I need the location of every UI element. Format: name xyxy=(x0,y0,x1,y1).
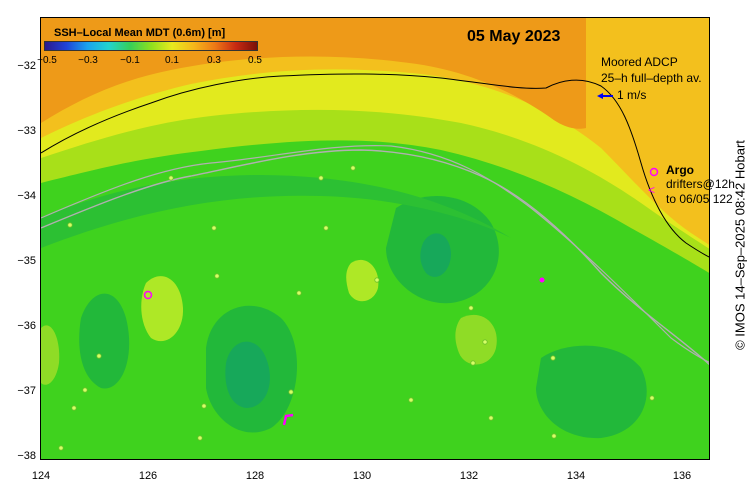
float-dot xyxy=(323,225,329,231)
colorbar-title: SSH–Local Mean MDT (0.6m) [m] xyxy=(54,27,226,39)
float-dots xyxy=(58,165,655,451)
drifters-legend-line2: to 06/05 122 xyxy=(666,192,733,206)
float-dot xyxy=(214,273,220,279)
eddy-north-band xyxy=(41,174,511,248)
colorbar-tick: −0.5 xyxy=(37,55,57,66)
drifter-point xyxy=(539,277,545,283)
float-dot xyxy=(468,305,474,311)
adcp-legend-line2: 25–h full–depth av. xyxy=(601,71,702,85)
argo-legend-marker xyxy=(649,167,659,177)
imos-credit: © IMOS 14–Sep–2025 08:42 Hobart xyxy=(732,140,748,350)
float-dot xyxy=(71,405,77,411)
y-tick-label: −33 xyxy=(17,125,36,137)
adcp-scale-arrow xyxy=(597,93,613,99)
float-dot xyxy=(168,175,174,181)
x-tick-label: 128 xyxy=(245,470,265,482)
argo-legend-label: Argo xyxy=(666,163,694,177)
coastline xyxy=(41,73,709,258)
high-west xyxy=(141,276,184,342)
bathymetry-contour xyxy=(41,149,709,366)
bathymetry-contour-2 xyxy=(41,145,709,363)
float-dot xyxy=(58,445,64,451)
x-tick-label: 130 xyxy=(352,470,372,482)
y-tick-label: −37 xyxy=(17,385,36,397)
drifters-legend-line1: drifters@12h xyxy=(666,177,735,191)
colorbar-tick: 0.5 xyxy=(248,55,262,66)
drifter-legend-marker: < xyxy=(648,183,655,197)
eddy-east-core xyxy=(420,233,451,277)
y-tick-label: −32 xyxy=(17,60,36,72)
y-tick-label: −35 xyxy=(17,255,36,267)
y-tick-label: −36 xyxy=(17,320,36,332)
map-panel: < xyxy=(40,17,710,460)
float-dot xyxy=(197,435,203,441)
high-southeast xyxy=(455,314,497,365)
float-dot xyxy=(551,433,557,439)
map-date-title: 05 May 2023 xyxy=(467,28,561,45)
float-dot xyxy=(649,395,655,401)
drifter-track xyxy=(282,413,294,426)
float-dot xyxy=(374,277,380,283)
y-tick-label: −34 xyxy=(17,190,36,202)
float-dot xyxy=(201,403,207,409)
x-tick-label: 132 xyxy=(459,470,479,482)
map-canvas: < xyxy=(41,18,709,459)
adcp-legend-line1: Moored ADCP xyxy=(601,55,678,69)
eddy-central-core xyxy=(225,341,270,408)
high-mid xyxy=(346,259,379,302)
float-dot xyxy=(211,225,217,231)
colorbar-tick: 0.1 xyxy=(165,55,179,66)
float-dot xyxy=(296,290,302,296)
float-dot xyxy=(550,355,556,361)
float-dot xyxy=(488,415,494,421)
float-dot xyxy=(408,397,414,403)
eddy-south xyxy=(536,345,647,439)
colorbar xyxy=(44,41,258,51)
colorbar-tick: 0.3 xyxy=(207,55,221,66)
float-dot xyxy=(470,360,476,366)
float-dot xyxy=(318,175,324,181)
float-dot xyxy=(288,389,294,395)
x-tick-label: 134 xyxy=(566,470,586,482)
high-southwest xyxy=(41,325,60,385)
float-dot xyxy=(67,222,73,228)
colorbar-tick: −0.3 xyxy=(78,55,98,66)
x-tick-label: 124 xyxy=(31,470,51,482)
x-tick-label: 136 xyxy=(672,470,692,482)
y-tick-label: −38 xyxy=(17,450,36,462)
float-dot xyxy=(350,165,356,171)
argo-float-marker xyxy=(143,290,153,300)
adcp-scale-label: 1 m/s xyxy=(617,88,647,102)
float-dot xyxy=(482,339,488,345)
float-dot xyxy=(82,387,88,393)
eddy-west xyxy=(79,293,130,389)
float-dot xyxy=(96,353,102,359)
x-tick-label: 126 xyxy=(138,470,158,482)
colorbar-tick: −0.1 xyxy=(120,55,140,66)
